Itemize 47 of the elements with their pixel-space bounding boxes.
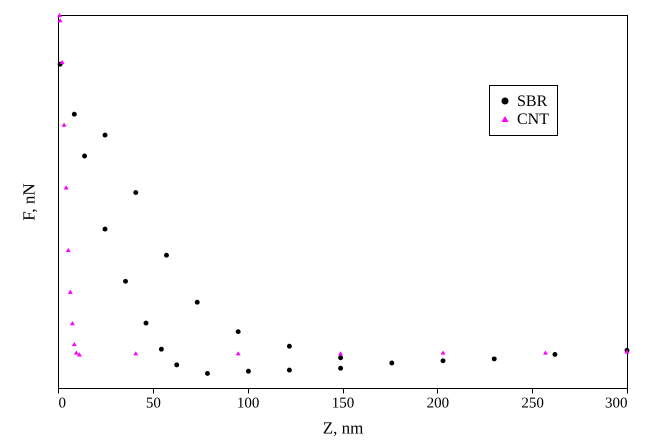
- x-tick-label: 100: [236, 396, 260, 412]
- point: [194, 300, 200, 305]
- x-tick-label: 200: [426, 396, 450, 412]
- point: [158, 346, 164, 352]
- point: [76, 352, 82, 357]
- point: [286, 368, 292, 373]
- point: [66, 248, 71, 252]
- point: [205, 371, 210, 376]
- point: [68, 290, 73, 294]
- x-tick-label: 0: [58, 396, 66, 412]
- point: [133, 190, 138, 195]
- point: [236, 329, 241, 334]
- point: [72, 112, 77, 117]
- point: [58, 18, 63, 22]
- point: [338, 366, 344, 371]
- point: [82, 154, 87, 158]
- legend-label: CNT: [517, 111, 550, 128]
- point: [72, 342, 77, 346]
- x-axis-title: Z, nm: [322, 418, 364, 438]
- x-tick-label: 300: [605, 396, 628, 412]
- point: [389, 360, 394, 366]
- legend-label: SBR: [517, 93, 548, 110]
- point: [338, 351, 344, 356]
- point: [144, 320, 148, 326]
- point: [64, 185, 69, 190]
- point: [236, 351, 241, 356]
- point: [552, 352, 558, 357]
- point: [133, 351, 138, 356]
- point: [440, 358, 446, 364]
- x-tick-label: 250: [521, 396, 544, 412]
- point: [164, 252, 169, 258]
- point: [102, 132, 108, 138]
- point: [123, 278, 128, 284]
- point: [246, 368, 251, 374]
- point: [62, 122, 67, 127]
- point: [74, 350, 79, 355]
- x-tick-label: 50: [146, 396, 161, 412]
- point: [102, 226, 108, 232]
- point: [492, 356, 497, 362]
- point: [286, 344, 292, 349]
- point: [57, 12, 62, 18]
- point: [338, 355, 344, 360]
- y-axis-title: F, nN: [20, 183, 38, 221]
- point: [174, 362, 180, 368]
- x-tick-label: 150: [332, 396, 354, 412]
- point: [60, 60, 65, 64]
- point: [542, 350, 548, 355]
